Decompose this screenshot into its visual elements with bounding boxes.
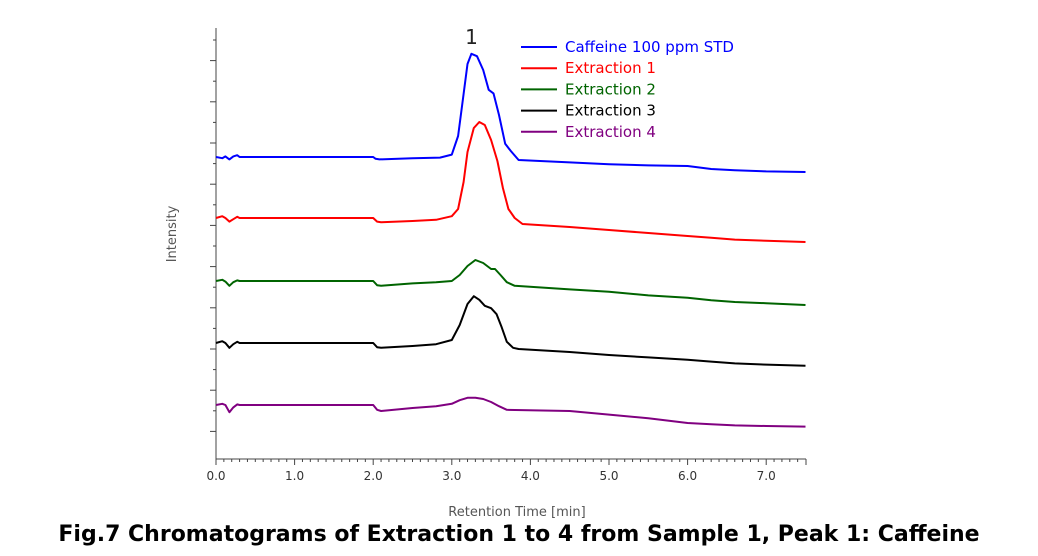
series-line-5 (215, 396, 806, 428)
x-axis: 0.0 1.0 2.0 3.0 4.0 5.0 6.0 7.0 (206, 458, 807, 483)
x-axis-tick-labels: 0.0 1.0 2.0 3.0 4.0 5.0 6.0 7.0 (206, 469, 775, 483)
series-line-1 (215, 52, 806, 173)
legend-label-3: Extraction 2 (565, 80, 656, 98)
y-axis-ticks (210, 39, 216, 432)
legend: Caffeine 100 ppm STD Extraction 1 Extracti… (521, 38, 734, 141)
figure-caption: Fig.7 Chromatograms of Extraction 1 to 4… (58, 522, 980, 547)
series-lines (215, 52, 806, 428)
x-tick-label: 1.0 (285, 469, 304, 483)
peak-annotation-label: 1 (465, 25, 478, 49)
legend-label-2: Extraction 1 (565, 59, 656, 77)
x-tick-label: 3.0 (442, 469, 461, 483)
series-line-2 (215, 121, 806, 243)
x-tick-label: 5.0 (599, 469, 618, 483)
series-line-3 (215, 259, 806, 306)
series-line-4 (215, 295, 806, 367)
x-tick-label: 7.0 (757, 469, 776, 483)
legend-label-5: Extraction 4 (565, 123, 656, 141)
x-tick-label: 2.0 (364, 469, 383, 483)
x-axis-title: Retention Time [min] (448, 505, 585, 520)
legend-label-1: Caffeine 100 ppm STD (565, 38, 734, 56)
x-tick-label: 4.0 (521, 469, 540, 483)
x-tick-label: 0.0 (206, 469, 225, 483)
x-axis-ticks (215, 459, 807, 465)
y-axis (210, 28, 217, 459)
y-axis-title: Intensity (165, 205, 180, 262)
chromatogram-chart: 0.0 1.0 2.0 3.0 4.0 5.0 6.0 7.0 Retention Time … (165, 25, 807, 520)
legend-label-4: Extraction 3 (565, 102, 656, 120)
x-tick-label: 6.0 (678, 469, 697, 483)
